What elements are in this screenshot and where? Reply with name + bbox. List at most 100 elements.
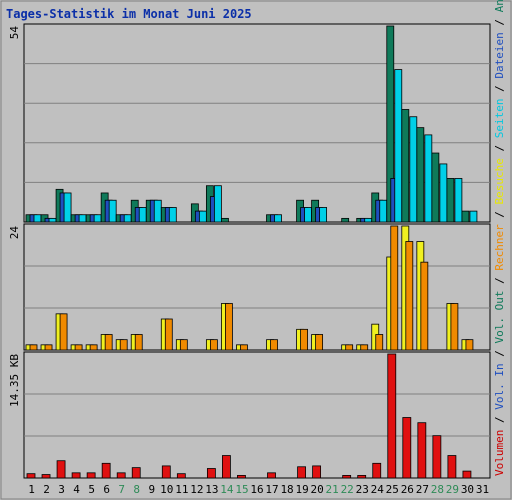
- bar-seiten-day-5: [93, 214, 102, 223]
- legend-entry: Seiten: [493, 98, 506, 138]
- bar-seiten-day-28: [439, 163, 448, 223]
- bar-volumen-day-6: [101, 462, 111, 479]
- chart-title: Tages-Statistik im Monat Juni 2025: [6, 7, 252, 21]
- bar-volumen-day-8: [131, 467, 141, 479]
- x-tick-label: 7: [118, 483, 125, 496]
- axis-max-label-middle: 24: [8, 226, 21, 240]
- bar-rechner-day-5: [89, 344, 98, 351]
- legend-entry: /: [493, 204, 506, 224]
- bar-volumen-day-11: [176, 473, 186, 479]
- bar-seiten-day-20: [319, 207, 328, 223]
- panel-frame-bottom: [23, 351, 491, 479]
- bar-rechner-day-7: [119, 339, 128, 351]
- x-tick-label: 28: [431, 483, 444, 496]
- x-tick-label: 10: [160, 483, 173, 496]
- bar-seiten-day-19: [304, 207, 312, 223]
- bar-rechner-day-3: [59, 313, 68, 351]
- x-tick-label: 14: [220, 483, 234, 496]
- bar-rechner-day-13: [209, 339, 218, 351]
- bar-rechner-day-23: [360, 344, 369, 351]
- x-tick-label: 3: [58, 483, 65, 496]
- legend-entry: /: [493, 79, 506, 99]
- legend-entry: /: [493, 138, 506, 158]
- bar-seiten-day-4: [78, 214, 87, 223]
- x-tick-label: 6: [103, 483, 110, 496]
- bar-volumen-day-24: [372, 462, 382, 479]
- bar-rechner-day-30: [465, 339, 474, 351]
- bar-volumen-day-14: [222, 455, 231, 479]
- x-tick-label: 31: [476, 483, 489, 496]
- bar-seiten-day-2: [48, 217, 57, 223]
- legend-entry: /: [493, 344, 506, 364]
- right-legend: Volumen / Vol. In / Vol. Out / Rechner /…: [493, 0, 506, 476]
- legend-entry: Dateien: [493, 32, 506, 78]
- bar-rechner-day-24: [375, 334, 384, 351]
- bar-volumen-day-20: [312, 465, 322, 479]
- bar-volumen-day-2: [41, 474, 51, 479]
- x-tick-label: 4: [73, 483, 80, 496]
- bar-anfragen-day-14: [221, 217, 229, 223]
- legend-entry: Anfragen: [493, 0, 506, 12]
- bar-volumen-day-10: [161, 465, 171, 479]
- x-tick-label: 15: [235, 483, 248, 496]
- bar-seiten-day-12: [198, 210, 207, 223]
- bar-anfragen-day-25: [386, 25, 395, 223]
- legend-entry: Besuche: [493, 158, 506, 204]
- x-tick-label: 23: [356, 483, 369, 496]
- x-tick-label: 8: [133, 483, 140, 496]
- x-tick-label: 1: [28, 483, 35, 496]
- bar-rechner-day-22: [345, 344, 354, 351]
- legend-entry: /: [493, 410, 506, 430]
- bar-seiten-day-7: [123, 214, 132, 223]
- bar-rechner-day-26: [405, 241, 414, 351]
- bar-volumen-day-28: [432, 435, 442, 479]
- x-tick-label: 21: [326, 483, 339, 496]
- x-tick-label: 2: [43, 483, 50, 496]
- bar-volumen-day-4: [71, 472, 81, 479]
- x-tick-label: 20: [311, 483, 324, 496]
- bar-volumen-day-26: [402, 417, 412, 479]
- bar-rechner-day-20: [315, 334, 324, 351]
- bar-volumen-day-5: [86, 472, 96, 479]
- legend-entry: /: [493, 271, 506, 291]
- bar-volumen-day-19: [297, 466, 306, 479]
- x-tick-label: 19: [295, 483, 308, 496]
- bar-anfragen-day-22: [341, 217, 350, 223]
- bar-seiten-day-17: [274, 214, 282, 223]
- bar-seiten-day-27: [424, 134, 433, 223]
- bar-volumen-day-25: [387, 353, 397, 479]
- x-tick-label: 12: [190, 483, 203, 496]
- bar-rechner-day-11: [179, 339, 188, 351]
- x-tick-label: 29: [446, 483, 459, 496]
- bar-seiten-day-10: [168, 207, 177, 223]
- x-tick-label: 27: [416, 483, 429, 496]
- bar-rechner-day-14: [225, 303, 233, 351]
- x-tick-label: 17: [265, 483, 278, 496]
- x-tick-label: 25: [386, 483, 399, 496]
- bar-rechner-day-19: [300, 328, 308, 351]
- bar-seiten-day-30: [469, 210, 478, 223]
- bar-anfragen-day-30: [461, 210, 470, 223]
- bar-seiten-day-26: [409, 116, 418, 223]
- bar-rechner-day-6: [104, 334, 113, 351]
- bar-volumen-day-29: [447, 455, 457, 479]
- bar-rechner-day-4: [74, 344, 83, 351]
- bar-rechner-day-1: [29, 344, 38, 351]
- bar-volumen-day-13: [206, 468, 216, 479]
- bar-seiten-day-1: [33, 214, 42, 223]
- bar-volumen-day-3: [56, 460, 66, 479]
- bar-seiten-day-13: [213, 185, 222, 223]
- bar-anfragen-day-27: [416, 127, 425, 223]
- x-tick-label: 16: [250, 483, 263, 496]
- bar-seiten-day-25: [394, 69, 403, 223]
- bar-volumen-day-22: [342, 475, 352, 479]
- bar-anfragen-day-28: [431, 152, 440, 223]
- bar-seiten-day-8: [138, 207, 147, 223]
- x-tick-label: 24: [371, 483, 385, 496]
- bar-anfragen-day-26: [401, 109, 410, 223]
- bar-seiten-day-24: [379, 199, 388, 223]
- bar-seiten-day-3: [63, 192, 72, 223]
- x-tick-label: 26: [401, 483, 414, 496]
